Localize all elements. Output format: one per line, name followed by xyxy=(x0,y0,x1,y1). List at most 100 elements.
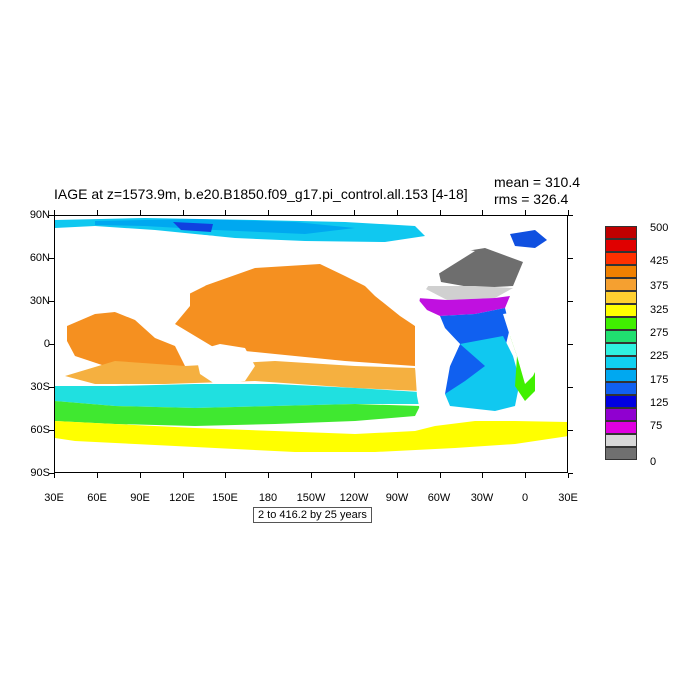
axis-tick xyxy=(49,473,54,474)
colorbar-label-425: 425 xyxy=(650,255,669,267)
lon-label-90e: 90E xyxy=(130,492,150,504)
lon-label-180: 180 xyxy=(258,492,278,504)
lon-label-120e: 120E xyxy=(169,492,195,504)
lon-label-30e: 30E xyxy=(44,492,64,504)
axis-tick xyxy=(440,210,441,215)
australia-land xyxy=(195,344,255,384)
colorbar-label-125: 125 xyxy=(650,397,669,409)
axis-tick xyxy=(397,473,398,478)
lon-label-90w: 90W xyxy=(385,492,409,504)
colorbar-box xyxy=(605,252,637,265)
axis-tick xyxy=(354,473,355,478)
colorbar-label-275: 275 xyxy=(650,327,669,339)
colorbar-label-0: 0 xyxy=(650,456,657,468)
colorbar-label-375: 375 xyxy=(650,280,669,292)
colorbar-box xyxy=(605,408,637,421)
lon-label-30e-right: 30E xyxy=(558,492,578,504)
colorbar-label-225: 225 xyxy=(650,350,669,362)
colorbar-label-175: 175 xyxy=(650,374,669,386)
axis-tick xyxy=(49,258,54,259)
africa-land xyxy=(503,311,555,384)
lon-label-60w: 60W xyxy=(427,492,451,504)
contour-interval-note: 2 to 416.2 by 25 years xyxy=(253,507,372,523)
axis-tick xyxy=(568,473,569,478)
axis-tick xyxy=(568,301,573,302)
colorbar-box xyxy=(605,265,637,278)
axis-tick xyxy=(268,210,269,215)
lat-label-eq: 0 xyxy=(43,338,50,350)
axis-tick xyxy=(568,473,573,474)
lat-label-90s: 90S xyxy=(30,467,50,479)
colorbar-box xyxy=(605,226,637,239)
axis-tick xyxy=(140,210,141,215)
axis-tick xyxy=(354,210,355,215)
atlantic-cyan xyxy=(445,336,520,411)
southern-ocean-cyan xyxy=(55,384,420,408)
axis-tick xyxy=(54,473,55,478)
lon-label-60e: 60E xyxy=(87,492,107,504)
lat-label-60n: 60N xyxy=(29,252,50,264)
axis-tick xyxy=(54,210,55,215)
colorbar-box xyxy=(605,434,637,447)
lon-label-0: 0 xyxy=(521,492,529,504)
arctic-inner-region xyxy=(95,219,355,234)
mean-value: mean = 310.4 xyxy=(494,174,581,190)
axis-tick xyxy=(49,344,54,345)
axis-tick xyxy=(140,473,141,478)
colorbar-box xyxy=(605,382,637,395)
axis-tick xyxy=(397,210,398,215)
colorbar-box xyxy=(605,278,637,291)
colorbar-box xyxy=(605,330,637,343)
colorbar-box xyxy=(605,291,637,304)
lon-label-150e: 150E xyxy=(212,492,238,504)
map-plot xyxy=(54,215,568,473)
lon-label-30w: 30W xyxy=(470,492,494,504)
axis-tick xyxy=(525,473,526,478)
axis-tick xyxy=(525,210,526,215)
ocean-age-map xyxy=(55,218,567,472)
axis-tick xyxy=(482,210,483,215)
south-america-land xyxy=(415,324,460,426)
axis-tick xyxy=(97,210,98,215)
southern-ocean-green xyxy=(55,401,420,426)
north-atlantic-gray xyxy=(420,286,513,300)
colorbar-label-75: 75 xyxy=(650,420,663,432)
rms-value: rms = 326.4 xyxy=(494,191,569,207)
axis-tick xyxy=(49,301,54,302)
colorbar-label-500: 500 xyxy=(650,222,669,234)
lon-label-120w: 120W xyxy=(339,492,369,504)
axis-tick xyxy=(49,387,54,388)
colorbar-box xyxy=(605,447,637,460)
west-pacific-region xyxy=(67,312,185,376)
lon-label-150w: 150W xyxy=(296,492,326,504)
axis-tick xyxy=(268,473,269,478)
stats-block: mean = 310.4 rms = 326.4 xyxy=(494,174,580,208)
plot-title: IAGE at z=1573.9m, b.e20.B1850.f09_g17.p… xyxy=(54,186,468,202)
colorbar-box xyxy=(605,343,637,356)
axis-tick xyxy=(568,430,573,431)
axis-tick xyxy=(568,344,573,345)
lat-label-30s: 30S xyxy=(30,381,50,393)
axis-tick xyxy=(49,430,54,431)
asia-land xyxy=(55,231,235,336)
axis-tick xyxy=(183,210,184,215)
colorbar-box xyxy=(605,421,637,434)
axis-tick xyxy=(568,215,573,216)
north-america-land xyxy=(345,244,475,326)
axis-tick xyxy=(311,473,312,478)
lat-label-60s: 60S xyxy=(30,424,50,436)
colorbar-box xyxy=(605,317,637,330)
axis-tick xyxy=(568,387,573,388)
lat-label-30n: 30N xyxy=(29,295,50,307)
axis-tick xyxy=(482,473,483,478)
colorbar-label-325: 325 xyxy=(650,304,669,316)
colorbar-box xyxy=(605,369,637,382)
axis-tick xyxy=(97,473,98,478)
lat-label-90n: 90N xyxy=(29,209,50,221)
colorbar-box xyxy=(605,239,637,252)
colorbar-box xyxy=(605,304,637,317)
north-pacific-region xyxy=(175,264,415,366)
axis-tick xyxy=(49,215,54,216)
axis-tick xyxy=(225,210,226,215)
axis-tick xyxy=(568,210,569,215)
